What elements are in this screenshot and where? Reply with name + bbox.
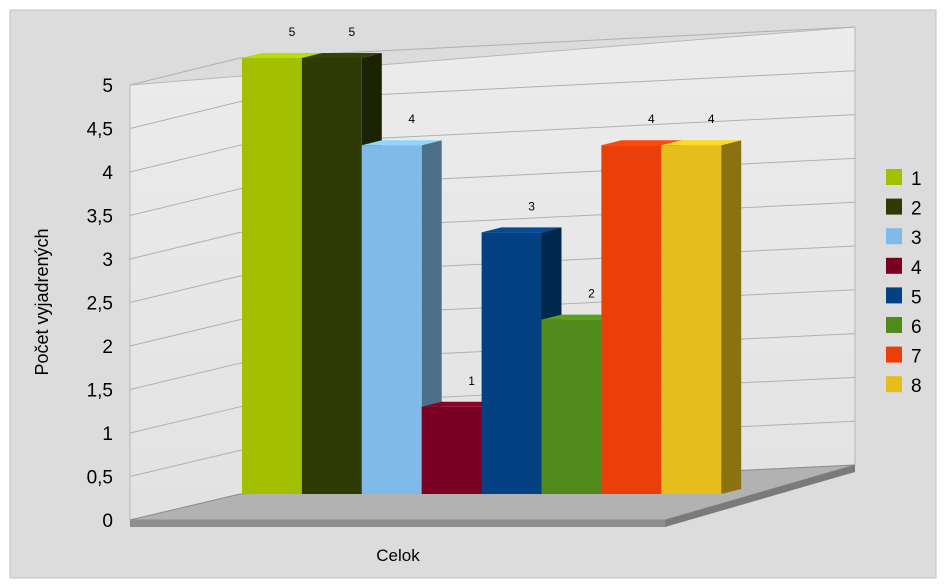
gridline-diagonal <box>129 406 241 434</box>
y-axis-ticks: 0 0,5 1 1,5 2 2,5 3 3,5 4 4,5 5 <box>87 76 114 532</box>
bar-8 <box>661 145 722 494</box>
legend-label: 8 <box>911 376 922 397</box>
y-tick-label: 3 <box>102 250 113 271</box>
y-tick-label: 1 <box>102 424 113 445</box>
legend-swatch <box>886 198 902 215</box>
bar-top <box>481 227 562 233</box>
bar-top <box>661 140 742 146</box>
data-label: 4 <box>708 112 715 126</box>
bar-top <box>242 53 322 58</box>
bar-7 <box>601 145 662 494</box>
floor-side-edge <box>130 520 665 527</box>
legend-item-7: 7 <box>886 346 922 368</box>
legend-label: 4 <box>911 258 922 279</box>
data-label: 4 <box>408 112 415 126</box>
y-tick-label: 2,5 <box>87 294 113 315</box>
floor-right-edge <box>665 465 855 527</box>
bar-top <box>601 140 682 146</box>
data-label: 5 <box>349 25 356 39</box>
legend-label: 2 <box>911 199 922 220</box>
y-tick-label: 0 <box>102 511 113 532</box>
legend-label: 1 <box>911 169 922 190</box>
y-tick-label: 1,5 <box>87 381 113 402</box>
bar-2 <box>301 58 362 494</box>
data-label: 5 <box>289 25 296 39</box>
legend-swatch <box>886 346 902 363</box>
bar-side <box>721 140 742 494</box>
legend-label: 6 <box>911 317 922 338</box>
data-label: 2 <box>588 287 595 301</box>
legend-swatch <box>886 257 902 274</box>
bar-series-8 <box>661 140 742 494</box>
legend-label: 7 <box>911 347 922 368</box>
legend-item-8: 8 <box>886 376 922 397</box>
y-tick-label: 4,5 <box>87 120 113 141</box>
legend-swatch <box>886 169 902 185</box>
bar-4 <box>421 406 482 494</box>
y-tick-label: 4 <box>102 163 113 184</box>
legend-label: 5 <box>911 287 922 308</box>
legend: 1 2 3 4 5 6 7 8 <box>886 169 922 397</box>
legend-item-1: 1 <box>886 169 922 190</box>
data-label: 1 <box>468 374 475 388</box>
legend-swatch <box>886 317 902 333</box>
legend-label: 3 <box>911 228 922 249</box>
gridline-diagonal <box>129 101 241 129</box>
y-tick-label: 0,5 <box>87 468 113 489</box>
bar-3 <box>361 145 422 494</box>
bar-top <box>361 140 442 146</box>
y-tick-label: 3,5 <box>87 207 113 228</box>
legend-item-4: 4 <box>886 257 922 279</box>
legend-item-2: 2 <box>886 198 922 220</box>
gridline-diagonal <box>129 319 241 347</box>
data-labels: 5 5 4 1 3 2 4 4 <box>289 25 715 388</box>
bar-1 <box>242 58 302 494</box>
gridline-diagonal <box>129 362 241 390</box>
gridline-diagonal <box>129 449 241 477</box>
legend-item-6: 6 <box>886 317 922 338</box>
legend-swatch <box>886 376 902 393</box>
y-tick-label: 2 <box>102 337 113 358</box>
bar-top <box>301 53 382 58</box>
gridline <box>239 26 856 59</box>
data-label: 3 <box>528 199 535 213</box>
y-tick-label: 5 <box>102 76 113 97</box>
bar-6 <box>541 319 602 494</box>
gridline-diagonal <box>129 188 241 216</box>
legend-swatch <box>886 287 902 304</box>
x-axis-title: Celok <box>376 546 420 565</box>
legend-swatch <box>886 228 902 245</box>
gridline-diagonal <box>129 275 241 303</box>
bars <box>242 53 742 494</box>
bar-5 <box>481 232 542 494</box>
legend-item-3: 3 <box>886 228 922 249</box>
data-label: 4 <box>648 112 655 126</box>
legend-item-5: 5 <box>886 287 922 308</box>
gridline-diagonal <box>129 57 241 86</box>
gridline-diagonal <box>129 144 241 173</box>
gridline-diagonal <box>129 231 241 260</box>
y-axis-title: Počet vyjadrených <box>32 228 52 375</box>
